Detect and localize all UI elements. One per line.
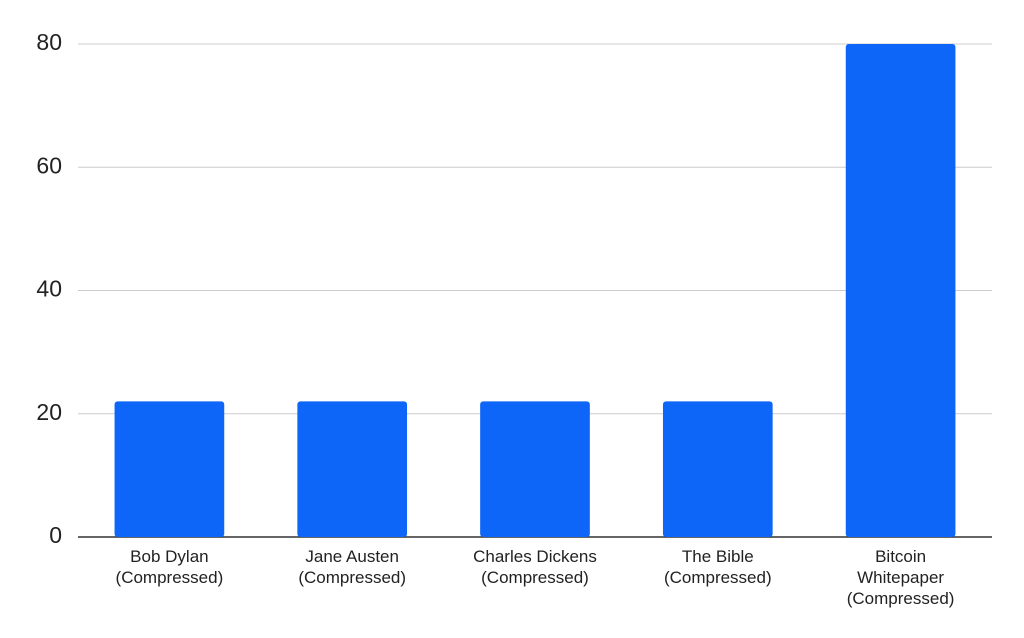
x-tick-label: Bitcoin Whitepaper (Compressed) bbox=[846, 547, 955, 608]
bar bbox=[662, 401, 773, 537]
y-tick-label: 80 bbox=[36, 29, 62, 55]
bar bbox=[114, 401, 225, 537]
x-tick-label: Bob Dylan (Compressed) bbox=[115, 547, 224, 587]
y-tick-label: 60 bbox=[36, 152, 62, 178]
y-tick-label: 0 bbox=[49, 522, 62, 548]
y-tick-label: 20 bbox=[36, 399, 62, 425]
bar bbox=[297, 401, 408, 537]
bar bbox=[480, 401, 590, 537]
x-tick-label: Jane Austen (Compressed) bbox=[298, 547, 407, 587]
x-tick-label: Charles Dickens (Compressed) bbox=[473, 547, 597, 587]
bar bbox=[845, 44, 956, 537]
y-tick-label: 40 bbox=[36, 276, 62, 302]
x-tick-label: The Bible (Compressed) bbox=[663, 547, 772, 587]
